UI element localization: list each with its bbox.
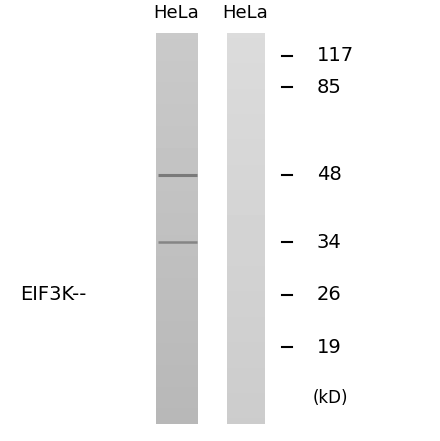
Text: 85: 85 xyxy=(317,78,342,97)
Text: 19: 19 xyxy=(317,338,341,357)
Text: 48: 48 xyxy=(317,165,341,184)
Text: 26: 26 xyxy=(317,285,341,304)
Text: HeLa: HeLa xyxy=(153,4,199,22)
Text: 117: 117 xyxy=(317,46,354,65)
Text: EIF3K--: EIF3K-- xyxy=(20,285,86,304)
Text: 34: 34 xyxy=(317,233,341,252)
Text: HeLa: HeLa xyxy=(223,4,268,22)
Text: (kD): (kD) xyxy=(312,389,348,407)
